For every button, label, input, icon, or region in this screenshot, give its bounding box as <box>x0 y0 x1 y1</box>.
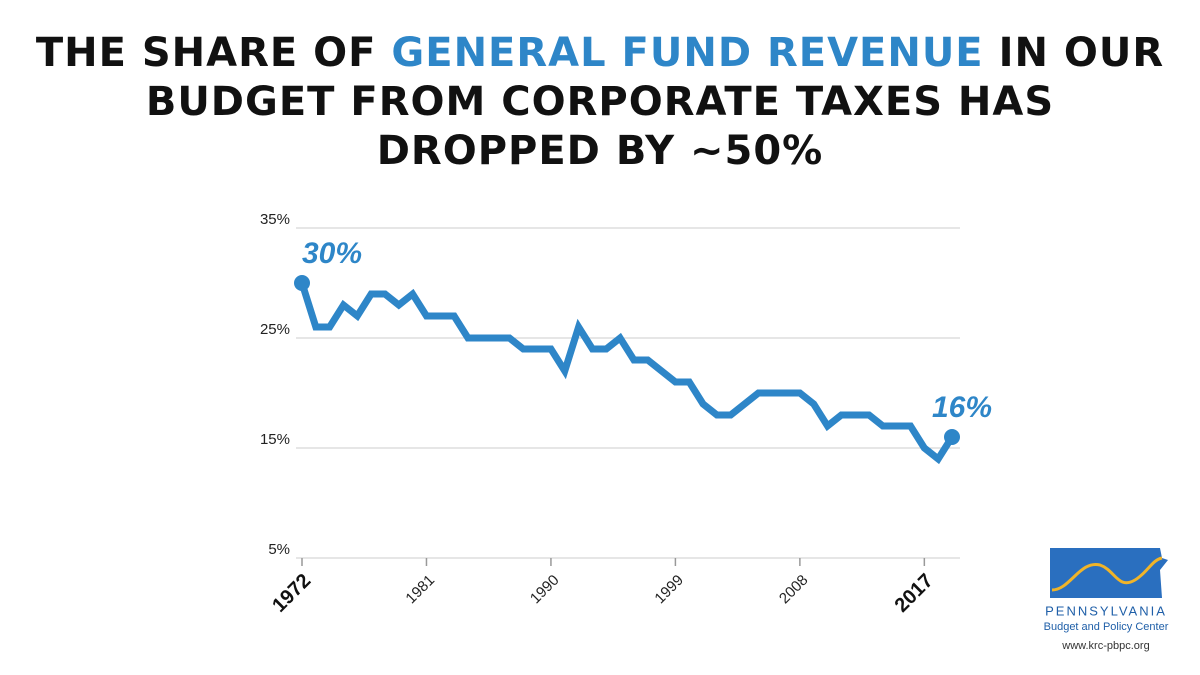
x-tick-label: 1999 <box>651 572 687 608</box>
y-tick-label: 25% <box>260 321 290 338</box>
value-label: 16% <box>932 391 992 424</box>
x-tick-label: 1990 <box>527 572 563 608</box>
logo-subtitle: Budget and Policy Center <box>1044 621 1169 633</box>
x-tick-label: 1972 <box>268 570 315 617</box>
title-part: IN OUR <box>984 30 1165 76</box>
end-point <box>944 429 960 445</box>
value-label: 30% <box>302 237 362 270</box>
logo-curve <box>1051 556 1163 592</box>
logo: PENNSYLVANIA Budget and Policy Center ww… <box>1044 548 1169 652</box>
logo-name: PENNSYLVANIA <box>1045 603 1167 618</box>
y-tick-label: 35% <box>260 211 290 228</box>
x-tick-label: 2017 <box>891 570 938 617</box>
chart-title: DROPPED BY ~50% <box>377 128 824 174</box>
x-tick-label: 1981 <box>402 572 438 608</box>
line <box>298 281 955 465</box>
y-tick-label: 5% <box>268 541 290 558</box>
chart-title: THE SHARE OF GENERAL FUND REVENUE IN OUR <box>36 30 1164 76</box>
title-highlight: GENERAL FUND REVENUE <box>391 30 983 76</box>
title-part: THE SHARE OF <box>36 30 392 76</box>
logo-shape <box>1050 548 1168 598</box>
logo-url: www.krc-pbpc.org <box>1061 640 1149 652</box>
x-tick-label: 2008 <box>776 572 812 608</box>
chart-title: BUDGET FROM CORPORATE TAXES HAS <box>146 79 1054 125</box>
end-point <box>294 275 310 291</box>
y-tick-label: 15% <box>260 431 290 448</box>
